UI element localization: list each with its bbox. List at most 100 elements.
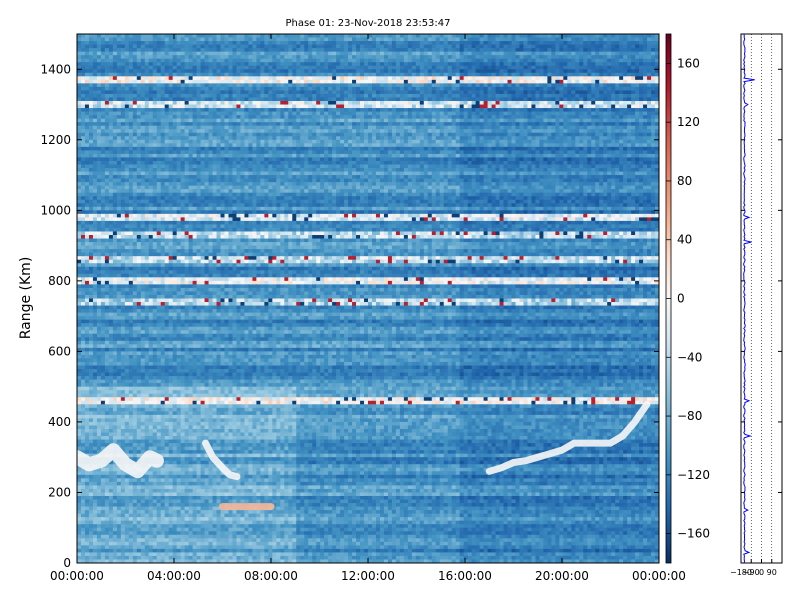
heatmap-cell (563, 51, 568, 56)
heatmap-cell (208, 125, 214, 130)
heatmap-cell (495, 72, 501, 77)
heatmap-cell (232, 125, 238, 130)
heatmap-cell (423, 97, 429, 102)
heatmap-cell (148, 51, 154, 56)
heatmap-cell (80, 115, 86, 120)
heatmap-cell (467, 132, 473, 137)
heatmap-cell (647, 72, 652, 77)
heatmap-cell (447, 93, 453, 99)
heatmap-cell (320, 44, 325, 49)
heatmap-cell (487, 104, 493, 109)
heatmap-cell (431, 104, 437, 109)
heatmap-cell (603, 93, 608, 99)
heatmap-cell (152, 97, 158, 102)
heatmap-cell (200, 86, 206, 92)
heatmap-cell (340, 83, 345, 88)
heatmap-cell (619, 129, 624, 134)
heatmap-cell (128, 41, 134, 46)
heatmap-cell (427, 62, 433, 67)
heatmap-cell (611, 132, 616, 137)
heatmap-cell (180, 125, 186, 130)
heatmap-cell (531, 34, 537, 39)
heatmap-cell (391, 76, 397, 81)
heatmap-cell (527, 79, 533, 84)
heatmap-cell (375, 111, 381, 116)
heatmap-cell (124, 62, 130, 67)
heatmap-cell (555, 90, 560, 95)
heatmap-cell (499, 58, 505, 63)
heatmap-cell (487, 111, 493, 116)
heatmap-cell (80, 104, 86, 109)
heatmap-cell (627, 143, 632, 148)
heatmap-cell (296, 122, 301, 127)
heatmap-cell (383, 37, 389, 42)
heatmap-cell (439, 48, 445, 53)
heatmap-cell (224, 69, 230, 74)
heatmap-cell (124, 115, 130, 120)
heatmap-cell (276, 72, 281, 77)
heatmap-cell (583, 69, 588, 74)
heatmap-cell (639, 69, 644, 74)
heatmap-cell (515, 111, 521, 116)
heatmap-cell (431, 34, 437, 39)
heatmap-cell (495, 125, 501, 130)
heatmap-cell (471, 55, 477, 60)
heatmap-cell (204, 129, 210, 134)
heatmap-cell (527, 125, 533, 130)
heatmap-cell (332, 69, 337, 74)
heatmap-cell (352, 55, 357, 60)
heatmap-cell (527, 69, 533, 74)
heatmap-cell (356, 41, 361, 46)
heatmap-cell (575, 55, 580, 60)
heatmap-cell (379, 58, 385, 63)
heatmap-cell (92, 41, 98, 46)
heatmap-cell (184, 76, 190, 81)
heatmap-cell (132, 125, 138, 130)
heatmap-cell (228, 150, 234, 155)
heatmap-cell (507, 55, 513, 60)
heatmap-cell (204, 76, 210, 81)
heatmap-cell (77, 79, 82, 84)
heatmap-cell (152, 93, 158, 99)
heatmap-cell (352, 146, 357, 151)
heatmap-cell (244, 55, 250, 60)
heatmap-cell (467, 55, 473, 60)
heatmap-cell (77, 55, 82, 60)
heatmap-cell (555, 115, 560, 120)
heatmap-cell (463, 136, 469, 141)
heatmap-cell (340, 44, 345, 49)
heatmap-cell (543, 115, 548, 120)
heatmap-cell (104, 139, 110, 144)
heatmap-cell (431, 150, 437, 155)
heatmap-cell (356, 86, 361, 92)
heatmap-cell (108, 132, 114, 137)
heatmap-cell (224, 44, 230, 49)
heatmap-cell (312, 108, 317, 113)
heatmap-cell (164, 55, 170, 60)
heatmap-cell (292, 51, 297, 56)
heatmap-cell (284, 150, 289, 155)
heatmap-cell (324, 150, 329, 155)
heatmap-cell (77, 48, 82, 53)
heatmap-cell (176, 48, 182, 53)
heatmap-cell (483, 115, 489, 120)
heatmap-cell (571, 58, 576, 63)
heatmap-cell (575, 143, 580, 148)
heatmap-cell (100, 41, 106, 46)
heatmap-cell (364, 76, 369, 81)
heatmap-cell (364, 62, 369, 67)
heatmap-cell (84, 136, 90, 141)
heatmap-cell (132, 62, 138, 67)
heatmap-cell (531, 83, 537, 88)
heatmap-cell (435, 37, 441, 42)
heatmap-cell (252, 146, 257, 151)
heatmap-cell (152, 139, 158, 144)
heatmap-cell (611, 76, 616, 81)
heatmap-cell (356, 83, 361, 88)
heatmap-cell (156, 58, 162, 63)
heatmap-cell (128, 101, 134, 106)
heatmap-cell (77, 122, 82, 127)
heatmap-cell (336, 34, 341, 39)
heatmap-cell (336, 62, 341, 67)
heatmap-cell (563, 104, 568, 109)
